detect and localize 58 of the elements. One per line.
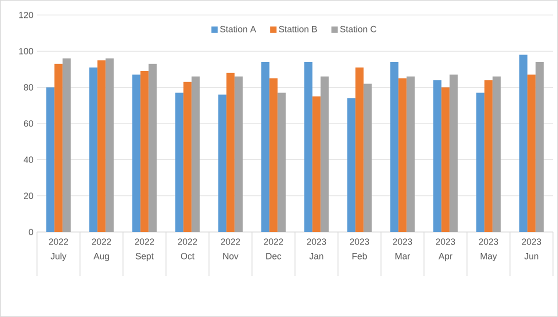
x-tick-label: 2023 May: [478, 238, 498, 262]
bar: [106, 58, 114, 232]
y-tick-label: 40: [24, 156, 34, 163]
bar: [278, 92, 286, 232]
bar: [492, 76, 501, 232]
bar: [269, 78, 278, 232]
bar: [132, 74, 140, 232]
bar: [148, 64, 157, 232]
y-tick-label: 120: [19, 12, 34, 18]
x-tick-label: 2022 Sept: [134, 238, 154, 262]
y-tick-label: 60: [24, 120, 34, 127]
bar: [355, 67, 364, 232]
bar: [519, 54, 528, 232]
x-tick-label: 2022 July: [48, 238, 68, 262]
bar: [433, 80, 442, 232]
legend-label: Station C: [340, 26, 376, 32]
bar: [234, 76, 243, 232]
bar: [536, 62, 544, 232]
bar: [320, 76, 329, 232]
bar: [527, 74, 536, 232]
bar: [484, 80, 493, 232]
y-tick-label: 80: [24, 84, 34, 91]
x-tick-label: 2022 Aug: [92, 238, 112, 262]
bar: [347, 98, 356, 232]
bar: [183, 82, 192, 232]
bar: [54, 64, 63, 232]
x-tick-label: 2023 Jun: [522, 238, 542, 260]
bar: [62, 58, 71, 232]
x-tick-label: 2023 Feb: [350, 238, 370, 260]
bar: [312, 96, 321, 232]
legend-label: Station A: [220, 26, 256, 32]
bar: [390, 62, 398, 232]
y-tick-label: 20: [24, 192, 34, 200]
y-tick-label: 100: [19, 48, 34, 54]
bar: [46, 87, 54, 232]
bar: [304, 62, 312, 232]
bar: [89, 67, 98, 232]
x-tick-label: 2023 Mar: [392, 238, 412, 260]
x-tick-label: 2022 Dec: [264, 238, 284, 260]
bar: [406, 76, 415, 232]
bar: [398, 78, 407, 232]
bar: [364, 84, 372, 232]
x-tick-label: 2022 Oct: [178, 238, 198, 260]
x-tick-label: 2023 Apr: [436, 238, 456, 262]
bar: [476, 92, 484, 232]
bar: [192, 76, 200, 232]
bar: [175, 92, 184, 232]
bar: [140, 71, 149, 232]
bar: [450, 74, 458, 232]
bar: [441, 87, 450, 232]
bar: [261, 62, 270, 232]
legend-label: Stattion B: [278, 26, 317, 32]
y-tick-label: 0: [28, 228, 34, 236]
x-tick-label: 2022 Nov: [220, 238, 240, 260]
bar: [218, 94, 226, 232]
bar: [226, 72, 235, 232]
bar: [97, 60, 106, 232]
x-tick-label: 2023 Jan: [306, 238, 326, 260]
